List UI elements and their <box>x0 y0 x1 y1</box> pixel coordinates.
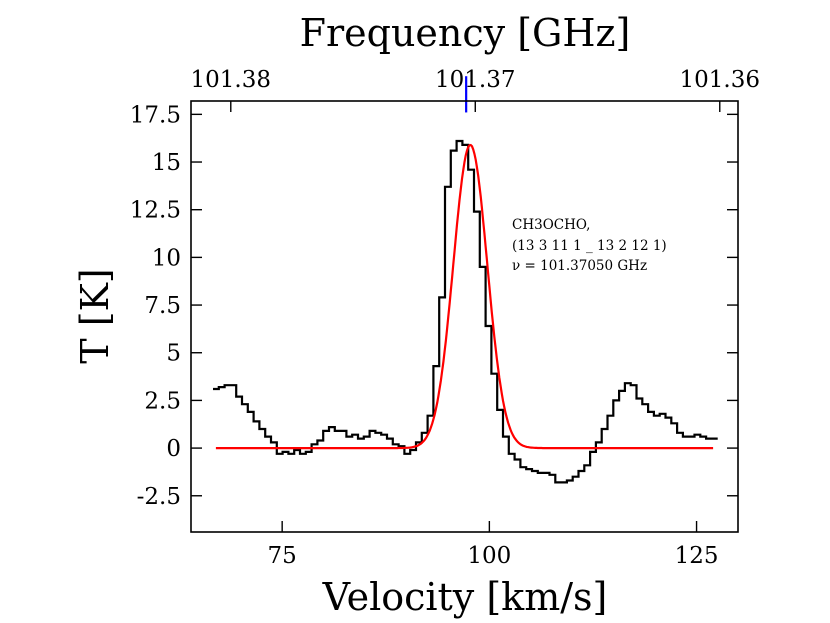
y-tick-label: 17.5 <box>130 102 181 128</box>
x-tick-label: 100 <box>467 543 511 569</box>
gaussian-fit-line <box>215 143 714 450</box>
y-axis-title: T [K] <box>73 268 117 363</box>
tick-layer: 75 100 125 -2.5 0 2.5 5 7.5 10 12.5 15 17.5 101.38 10… <box>130 67 760 569</box>
annotation-line-2: (13 3 11 1 _ 13 2 12 1) <box>512 238 667 254</box>
x-axis-title: Velocity [km/s] <box>322 575 608 619</box>
top-axis-title: Frequency [GHz] <box>300 11 631 55</box>
y-tick-label: 10 <box>152 245 181 271</box>
y-tick-label: 7.5 <box>144 293 181 319</box>
top-tick-label: 101.37 <box>435 67 515 93</box>
series-layer <box>213 139 718 484</box>
x-tick-label: 125 <box>675 543 719 569</box>
y-tick-label: 2.5 <box>144 388 181 414</box>
top-tick-label: 101.38 <box>191 67 271 93</box>
label-layer: Frequency [GHz] Velocity [km/s] T [K] CH… <box>73 11 667 619</box>
y-tick-label: -2.5 <box>137 484 181 510</box>
y-tick-label: 0 <box>166 436 181 462</box>
observed-spectrum-line <box>213 139 718 484</box>
y-tick-label: 12.5 <box>130 198 181 224</box>
plot-frame <box>190 100 739 533</box>
y-tick-label: 5 <box>166 341 181 367</box>
annotation-line-3: ν = 101.37050 GHz <box>512 258 647 274</box>
y-tick-label: 15 <box>152 150 181 176</box>
x-tick-label: 75 <box>268 543 297 569</box>
top-tick-label: 101.36 <box>680 67 760 93</box>
annotation-line-1: CH3OCHO, <box>512 217 590 233</box>
